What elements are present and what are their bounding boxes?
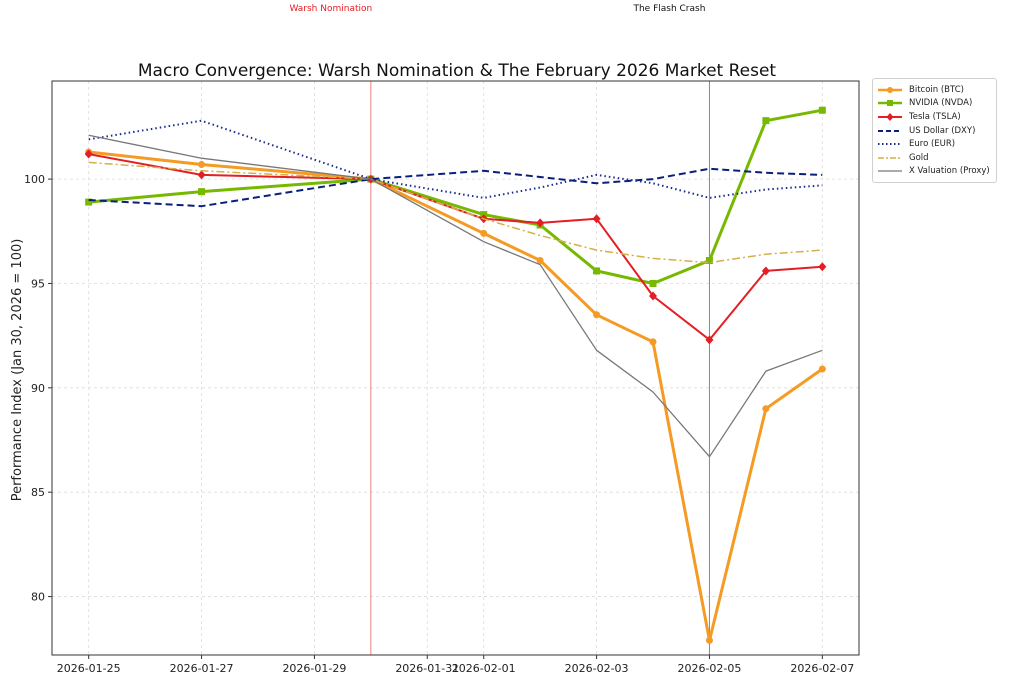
data-point (593, 311, 601, 319)
legend-swatch (878, 157, 902, 159)
data-point (198, 160, 206, 168)
series-line (88, 167, 823, 208)
legend-item: Tesla (TSLA) (877, 110, 990, 124)
data-point (762, 405, 770, 413)
legend-swatch (878, 86, 902, 93)
x-tick-label: 2026-02-01 (452, 662, 516, 675)
data-point (649, 279, 657, 287)
legend-label: NVIDIA (NVDA) (909, 98, 973, 109)
grid (52, 81, 859, 655)
x-tick-label: 2026-01-27 (170, 662, 234, 675)
data-point (85, 198, 93, 206)
y-tick-label: 90 (31, 382, 45, 395)
series-line (88, 150, 824, 642)
legend-item: Gold (877, 151, 990, 165)
data-point (593, 267, 601, 275)
data-point (818, 365, 826, 373)
legend-label: Tesla (TSLA) (909, 111, 961, 122)
x-tick-label: 2026-01-29 (282, 662, 346, 675)
legend-label: US Dollar (DXY) (909, 125, 976, 136)
x-tick-label: 2026-02-05 (677, 662, 741, 675)
series-line (88, 161, 823, 264)
y-tick-label: 100 (24, 173, 45, 186)
legend-swatch (878, 129, 902, 132)
legend-item: X Valuation (Proxy) (877, 165, 990, 179)
data-point (197, 170, 206, 180)
legend-label: Euro (EUR) (909, 139, 956, 150)
data-point (705, 257, 713, 265)
data-point (84, 149, 93, 159)
legend-label: Gold (909, 152, 929, 163)
legend-swatch (878, 143, 902, 146)
data-point (818, 262, 827, 272)
y-tick-label: 80 (31, 591, 45, 604)
x-tick-label: 2026-01-25 (57, 662, 121, 675)
data-point (818, 106, 826, 114)
data-point (649, 338, 657, 346)
series-line (88, 108, 823, 285)
legend-item: Euro (EUR) (877, 137, 990, 151)
x-tick-label: 2026-01-31 (395, 662, 459, 675)
series-line (88, 119, 823, 199)
data-point (198, 188, 206, 196)
data-point (705, 636, 713, 644)
data-point (762, 117, 770, 125)
legend-label: X Valuation (Proxy) (909, 166, 990, 177)
data-point (592, 214, 601, 224)
chart-title: Macro Convergence: Warsh Nomination & Th… (138, 61, 777, 81)
data-point (536, 257, 544, 265)
y-tick-label: 85 (31, 486, 45, 499)
data-point (649, 291, 658, 301)
y-axis-label: Performance Index (Jan 30, 2026 = 100) (10, 239, 25, 502)
legend-swatch (878, 170, 902, 173)
x-tick-label: 2026-02-07 (790, 662, 854, 675)
legend-label: Bitcoin (BTC) (909, 84, 964, 95)
data-point (705, 335, 714, 345)
annotation-label: Warsh Nomination (289, 4, 372, 14)
legend-swatch (878, 112, 902, 121)
y-tick-label: 95 (31, 277, 45, 290)
axes: 80 85 90 95 100 2026-01-25 2026-01-27 2026-01-2… (24, 80, 860, 675)
data-point (761, 266, 770, 276)
data-point (480, 229, 488, 237)
event-lines: Warsh Nomination The Flash Crash (289, 4, 710, 655)
data-point (536, 218, 545, 228)
series-line (88, 134, 823, 458)
annotation-label: The Flash Crash (632, 4, 705, 14)
legend: Bitcoin (BTC) NVIDIA (NVDA) Tesla (TSLA) US… (872, 78, 997, 184)
legend-swatch (878, 100, 902, 107)
legend-item: US Dollar (DXY) (877, 124, 990, 138)
legend-item: NVIDIA (NVDA) (877, 97, 990, 111)
plot-frame (51, 80, 860, 656)
legend-item: Bitcoin (BTC) (877, 83, 990, 97)
series-lines (84, 106, 827, 644)
series-line (88, 153, 823, 341)
x-tick-label: 2026-02-03 (565, 662, 629, 675)
